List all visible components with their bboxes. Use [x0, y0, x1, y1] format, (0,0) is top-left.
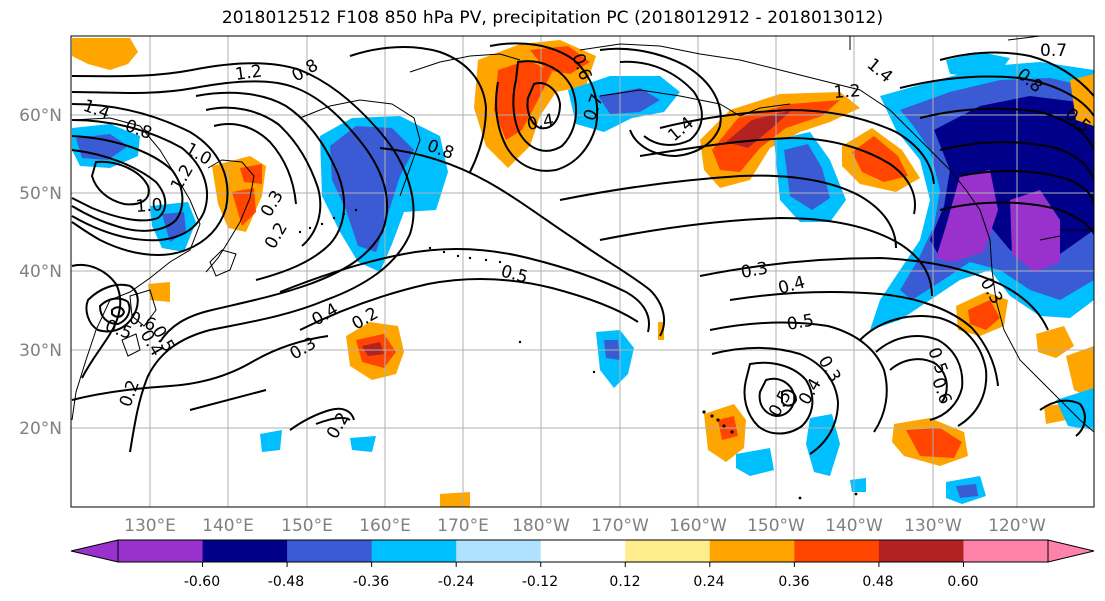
colorbar-extend-high — [1047, 539, 1095, 563]
contour-label: 1.0 — [135, 195, 163, 217]
lon-label: 170°E — [437, 516, 489, 536]
lon-label: 150°E — [281, 516, 333, 536]
colorbar-tick-label: 0.48 — [862, 574, 893, 590]
colorbar-swatch — [878, 540, 964, 562]
colorbar-swatch — [456, 540, 542, 562]
latitude-labels: 60°N 50°N 40°N 30°N 20°N — [19, 106, 62, 439]
map-title: 2018012512 F108 850 hPa PV, precipitatio… — [221, 8, 884, 28]
contour-label: 0.7 — [1040, 41, 1067, 61]
pv-contours — [71, 42, 1094, 455]
longitude-labels: 130°E 140°E 150°E 160°E 170°E 180°W 170°… — [124, 516, 1046, 536]
colorbar-swatch — [540, 540, 626, 562]
coastlines — [71, 36, 1094, 433]
colorbar-tick-label: 0.60 — [947, 574, 978, 590]
colorbar-swatch — [202, 540, 288, 562]
colorbar-tick-label: 0.24 — [693, 574, 724, 590]
colorbar-tick-label: 0.36 — [778, 574, 809, 590]
colorbar-swatch — [963, 540, 1049, 562]
lon-label: 160°W — [669, 516, 727, 536]
colorbar-tick-label: -0.60 — [184, 574, 220, 590]
lon-label: 170°W — [591, 516, 649, 536]
lat-label: 20°N — [19, 419, 62, 439]
lon-label: 160°E — [359, 516, 411, 536]
lat-label: 30°N — [19, 341, 62, 361]
colorbar-tick-label: -0.12 — [522, 574, 558, 590]
lat-label: 40°N — [19, 262, 62, 282]
contour-label: 0.4 — [525, 111, 555, 135]
colorbar-swatches — [70, 539, 1095, 563]
colorbar: -0.60 -0.48 -0.36 -0.24 -0.12 0.12 0.24 … — [70, 539, 1095, 590]
colorbar-tick-label: 0.12 — [609, 574, 640, 590]
colorbar-swatch — [371, 540, 457, 562]
contour-label: 1.2 — [833, 81, 861, 103]
contour-label: 1.2 — [234, 61, 264, 85]
lat-label: 60°N — [19, 106, 62, 126]
colorbar-ticks — [202, 562, 964, 567]
contour-label: 0.5 — [785, 311, 815, 335]
lon-label: 130°E — [124, 516, 176, 536]
colorbar-frame — [117, 539, 1049, 563]
islands — [298, 208, 858, 500]
colorbar-tick-label: -0.48 — [268, 574, 304, 590]
colorbar-swatch — [625, 540, 711, 562]
lon-label: 120°W — [988, 516, 1046, 536]
lon-label: 140°E — [202, 516, 254, 536]
lon-label: 140°W — [825, 516, 883, 536]
map-border — [70, 35, 1095, 508]
lon-label: 150°W — [747, 516, 805, 536]
contour-label: 0.3 — [739, 259, 769, 283]
colorbar-swatch — [118, 540, 204, 562]
colorbar-tick-label: -0.24 — [438, 574, 474, 590]
lon-label: 180°W — [512, 516, 570, 536]
colorbar-tick-label: -0.36 — [353, 574, 389, 590]
colorbar-extend-low — [70, 539, 119, 563]
lon-label: 130°W — [904, 516, 962, 536]
colorbar-swatch — [794, 540, 880, 562]
lat-label: 50°N — [19, 184, 62, 204]
colorbar-swatch — [709, 540, 795, 562]
colorbar-swatch — [287, 540, 373, 562]
